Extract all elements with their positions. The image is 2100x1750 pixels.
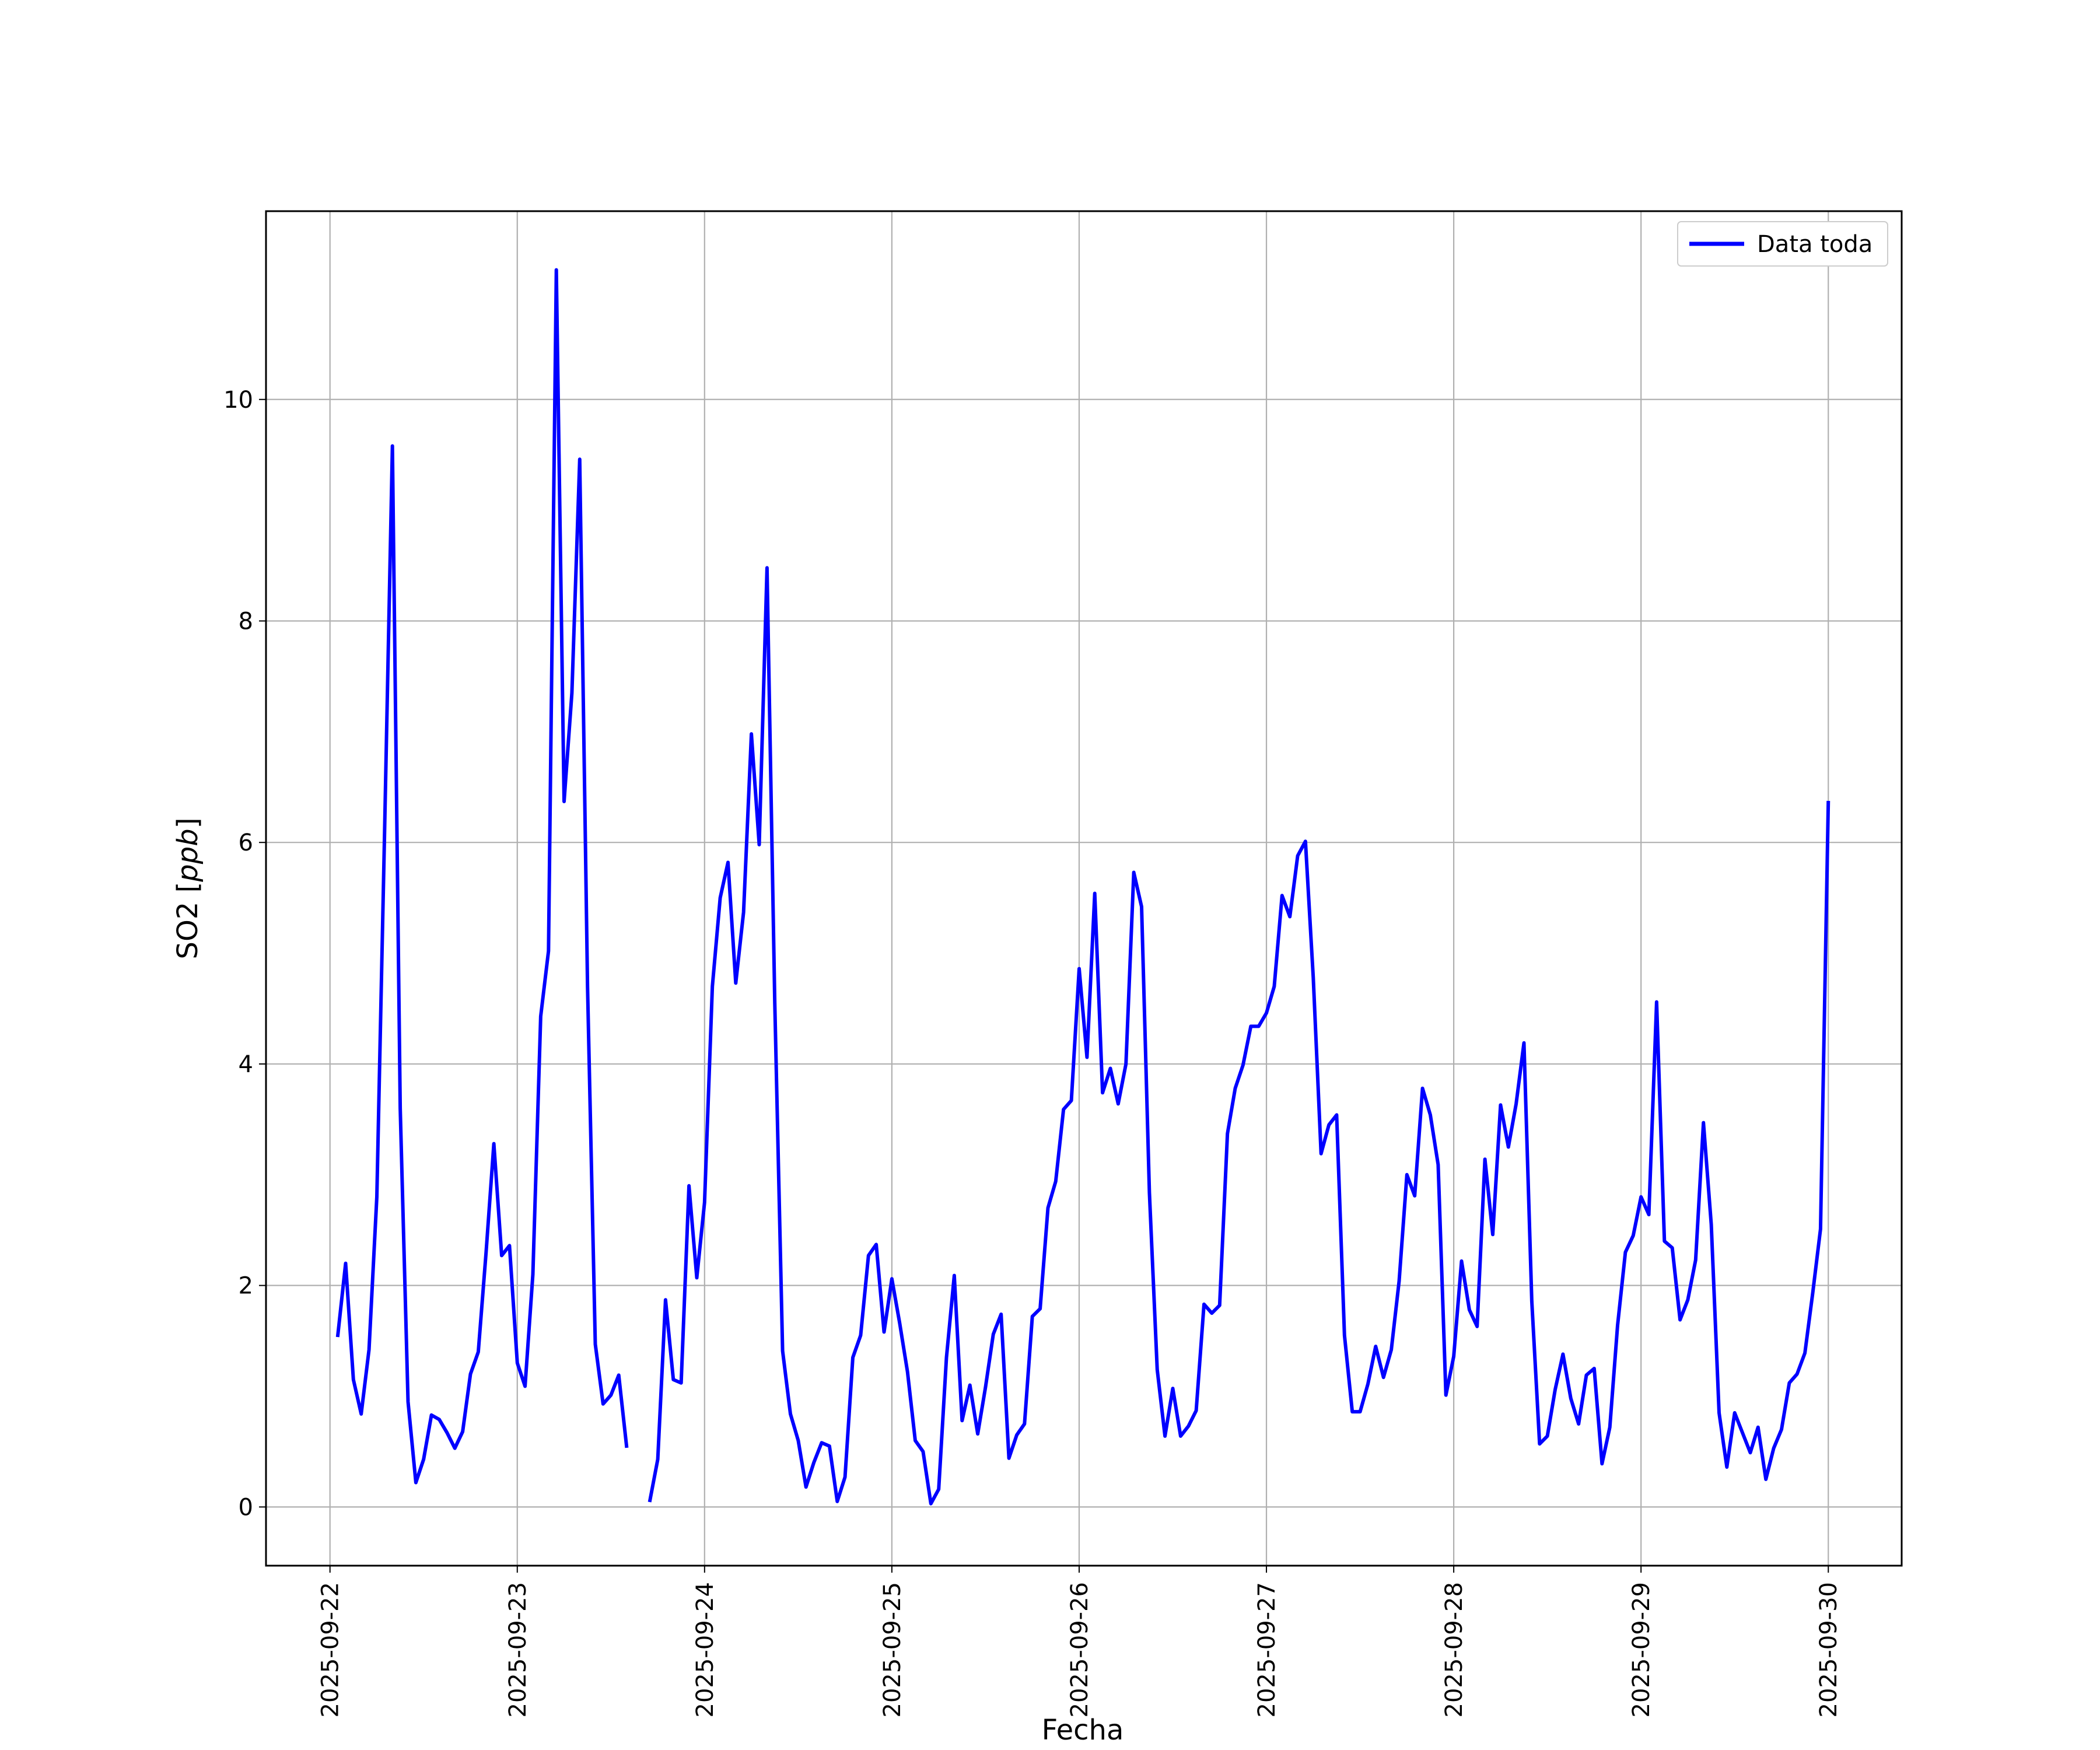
y-tick-label: 4 bbox=[239, 1051, 253, 1078]
x-tick-label: 2025-09-22 bbox=[317, 1582, 344, 1717]
x-tick-label: 2025-09-25 bbox=[879, 1582, 906, 1717]
y-tick-label: 8 bbox=[239, 608, 253, 635]
x-tick-label: 2025-09-30 bbox=[1815, 1582, 1842, 1717]
y-axis-label-suffix: ] bbox=[172, 818, 204, 829]
y-tick-label: 10 bbox=[223, 387, 253, 414]
y-tick-label: 6 bbox=[239, 830, 253, 856]
legend-box bbox=[1677, 221, 1888, 267]
y-tick-label: 0 bbox=[239, 1494, 253, 1521]
x-tick-label: 2025-09-28 bbox=[1441, 1582, 1468, 1717]
y-tick-label: 2 bbox=[239, 1273, 253, 1300]
x-tick-label: 2025-09-27 bbox=[1254, 1582, 1280, 1717]
legend: Data toda bbox=[1677, 221, 1888, 267]
axis-ticks: 2025-09-22 2025-09-23 2025-09-24 2025-09-25… bbox=[223, 387, 1842, 1718]
y-axis-label-unit: ppb bbox=[172, 828, 204, 882]
series-line-segment bbox=[335, 268, 629, 1485]
y-axis-label-prefix: SO2 [ bbox=[172, 882, 204, 960]
y-axis-label: SO2 [ppb] bbox=[172, 818, 204, 960]
series-line-segment bbox=[648, 566, 1831, 1506]
x-tick-label: 2025-09-24 bbox=[692, 1582, 719, 1717]
plot-frame bbox=[265, 210, 1903, 1567]
x-tick-label: 2025-09-23 bbox=[505, 1582, 531, 1717]
legend-label: Data toda bbox=[1757, 231, 1873, 258]
grid-lines bbox=[266, 211, 1902, 1566]
x-tick-label: 2025-09-29 bbox=[1628, 1582, 1655, 1717]
series-layer bbox=[335, 268, 1831, 1506]
x-axis-label: Fecha bbox=[1042, 1714, 1124, 1746]
x-tick-label: 2025-09-26 bbox=[1066, 1582, 1093, 1717]
